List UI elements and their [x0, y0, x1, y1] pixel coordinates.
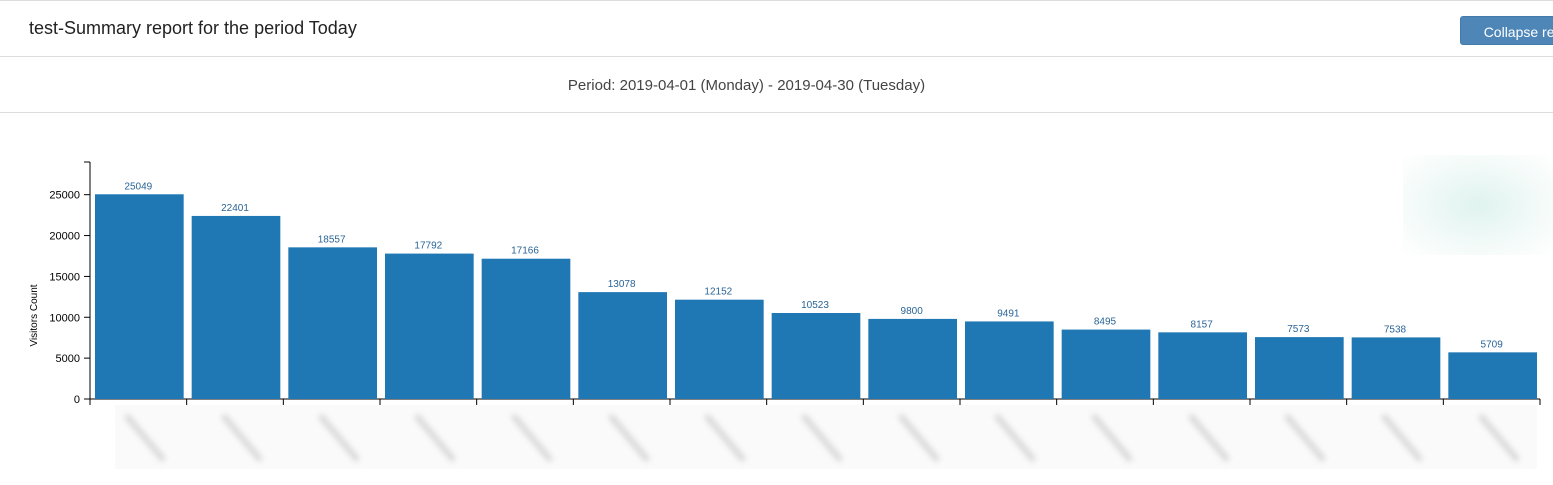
y-axis-label: Visitors Count: [29, 284, 40, 346]
blurred-x-tick-label: [413, 413, 457, 463]
blurred-x-tick-label: [1090, 413, 1134, 463]
y-tick-label: 0: [74, 394, 80, 406]
blurred-x-tick-label: [1187, 413, 1231, 463]
bar-value-label: 18557: [318, 234, 346, 245]
bar-value-label: 17792: [414, 241, 442, 252]
bar: [288, 247, 377, 399]
bar: [1351, 337, 1441, 399]
bar-value-label: 8495: [1094, 317, 1117, 328]
bar-value-label: 22401: [221, 203, 249, 214]
period-bar: Period: 2019-04-01 (Monday) - 2019-04-30…: [0, 57, 1553, 113]
bar-value-label: 10523: [801, 300, 829, 311]
blurred-x-tick-label: [510, 413, 554, 463]
blurred-x-tick-label: [1380, 413, 1424, 463]
bar: [1158, 332, 1247, 399]
bar-value-label: 9491: [997, 308, 1020, 319]
y-tick-label: 10000: [49, 312, 80, 324]
blurred-x-axis-labels: [115, 405, 1537, 469]
collapse-report-button[interactable]: Collapse rep: [1460, 16, 1553, 45]
blurred-x-tick-label: [607, 413, 651, 463]
bar: [675, 299, 764, 399]
bar-value-label: 5709: [1481, 339, 1504, 350]
report-title: test-Summary report for the period Today: [29, 18, 357, 38]
blurred-x-tick-label: [993, 413, 1037, 463]
blurred-x-tick-label: [703, 413, 747, 463]
y-tick-label: 5000: [56, 353, 80, 365]
bar: [868, 318, 957, 399]
bar-value-label: 17166: [511, 246, 539, 257]
y-tick-label: 15000: [49, 271, 80, 283]
bar-value-label: 8157: [1191, 319, 1214, 330]
bar: [578, 292, 667, 399]
bar: [385, 253, 474, 399]
blurred-x-tick-label: [317, 413, 361, 463]
y-tick-label: 20000: [49, 231, 80, 243]
blurred-x-tick-label: [897, 413, 941, 463]
bar-value-label: 13078: [608, 279, 636, 290]
period-text: Period: 2019-04-01 (Monday) - 2019-04-30…: [567, 77, 926, 94]
bar: [95, 194, 184, 399]
blurred-legend-area: [1403, 155, 1553, 255]
blurred-x-tick-label: [1477, 413, 1521, 463]
bar-value-label: 7538: [1384, 324, 1407, 335]
bar-value-label: 9800: [901, 306, 924, 317]
blurred-x-tick-label: [123, 413, 167, 463]
bar: [481, 258, 571, 399]
bar: [1448, 352, 1537, 399]
blurred-x-tick-label: [220, 413, 264, 463]
bar-value-label: 12152: [704, 287, 732, 298]
bar: [771, 313, 861, 399]
bar: [1061, 329, 1151, 399]
bar: [1255, 337, 1344, 399]
bar: [191, 215, 281, 399]
bar-value-label: 25049: [124, 181, 152, 192]
y-tick-label: 25000: [49, 190, 80, 202]
blurred-x-tick-label: [1283, 413, 1327, 463]
blurred-x-tick-label: [800, 413, 844, 463]
report-header: test-Summary report for the period Today…: [0, 0, 1553, 57]
bar-value-label: 7573: [1287, 324, 1310, 335]
bar: [965, 321, 1054, 399]
